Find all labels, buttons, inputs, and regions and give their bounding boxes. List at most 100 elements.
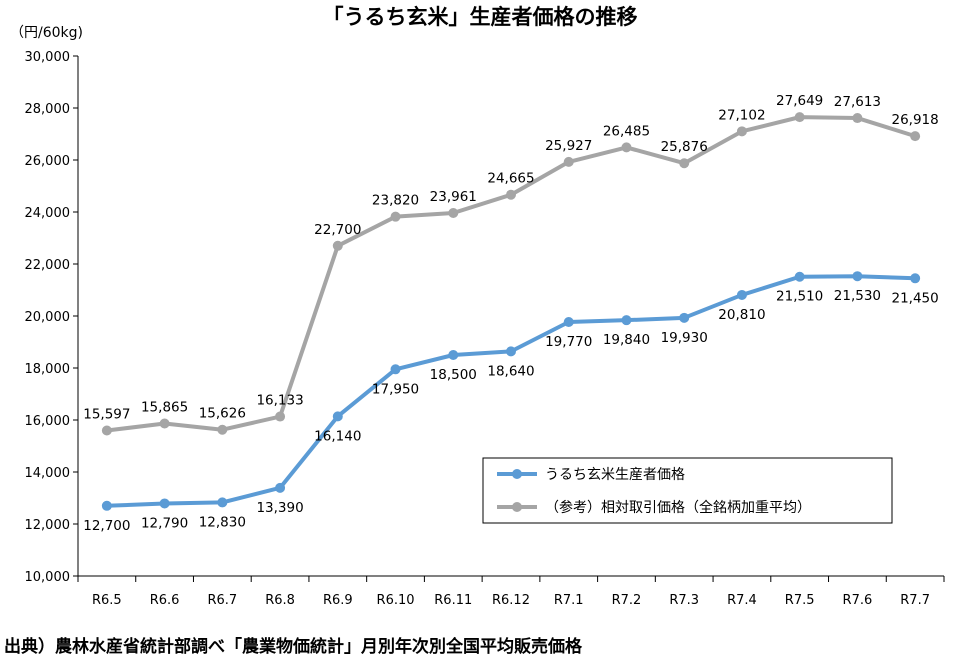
data-label: 18,640 <box>487 363 534 379</box>
data-point <box>332 411 343 422</box>
y-tick-label: 16,000 <box>25 414 71 429</box>
data-point <box>852 271 863 282</box>
x-tick-label: R7.3 <box>669 593 699 608</box>
legend-marker-relative <box>512 502 522 512</box>
data-point <box>736 126 747 137</box>
data-label: 12,790 <box>141 515 188 531</box>
data-point <box>275 411 286 422</box>
data-label: 12,830 <box>199 514 246 530</box>
data-point <box>563 316 574 327</box>
y-tick-label: 22,000 <box>25 258 71 273</box>
data-label: 23,961 <box>430 189 477 205</box>
series-1: 15,597 15,865 15,626 16,133 22,700 23,820 23,9… <box>83 93 939 436</box>
data-label: 19,840 <box>603 332 650 348</box>
data-label: 27,102 <box>718 107 765 123</box>
data-point <box>332 240 343 251</box>
data-point <box>101 425 112 436</box>
data-label: 25,927 <box>545 138 592 154</box>
x-tick-label: R7.2 <box>612 593 642 608</box>
data-label: 18,500 <box>430 367 477 383</box>
data-point <box>275 482 286 493</box>
x-tick-label: R6.11 <box>434 593 472 608</box>
x-tick-label: R7.5 <box>785 593 815 608</box>
data-point <box>794 112 805 123</box>
x-tick-label: R6.6 <box>150 593 180 608</box>
chart-title: 「うるち玄米」生産者価格の推移 <box>323 5 638 29</box>
y-tick-label: 24,000 <box>25 206 71 221</box>
data-label: 15,597 <box>83 406 130 422</box>
x-tick-label: R7.4 <box>727 593 757 608</box>
data-point <box>852 113 863 124</box>
data-label: 27,613 <box>834 94 881 110</box>
data-point <box>910 273 921 284</box>
data-point <box>159 418 170 429</box>
y-axis-unit-label: （円/60kg) <box>10 25 83 41</box>
data-label: 22,700 <box>314 222 361 238</box>
data-point <box>217 424 228 435</box>
data-point <box>159 498 170 509</box>
data-label: 23,820 <box>372 193 419 209</box>
y-tick-label: 12,000 <box>25 518 71 533</box>
data-point <box>506 189 516 200</box>
x-tick-label: R6.5 <box>92 593 122 608</box>
x-tick-label: R6.7 <box>207 593 237 608</box>
source-note: 出典）農林水産省統計部調べ「農業物価統計」月別年次別全国平均販売価格 <box>4 636 583 657</box>
legend: うるち玄米生産者価格 （参考）相対取引価格（全銘柄加重平均） <box>482 457 893 524</box>
data-point <box>679 158 690 169</box>
y-tick-label: 20,000 <box>25 310 71 325</box>
y-tick-label: 30,000 <box>25 50 71 65</box>
data-point <box>563 156 574 167</box>
data-point <box>390 211 401 222</box>
x-tick-label: R7.7 <box>900 593 930 608</box>
data-point <box>217 497 228 508</box>
x-tick-label: R7.1 <box>554 593 584 608</box>
legend-marker-producer <box>512 469 522 479</box>
data-label: 16,140 <box>314 428 361 444</box>
data-point <box>794 271 805 282</box>
legend-box <box>482 457 893 524</box>
y-tick-label: 18,000 <box>25 362 71 377</box>
data-label: 27,649 <box>776 93 823 109</box>
data-label: 26,918 <box>892 112 939 128</box>
data-label: 19,770 <box>545 334 592 350</box>
data-point <box>390 364 401 375</box>
y-tick-label: 28,000 <box>25 102 71 117</box>
data-label: 15,626 <box>199 406 246 422</box>
x-tick-label: R6.12 <box>492 593 530 608</box>
data-label: 24,665 <box>487 171 534 187</box>
y-tick-label: 14,000 <box>25 466 71 481</box>
data-point <box>101 500 112 511</box>
data-label: 21,450 <box>892 290 939 306</box>
x-tick-label: R6.8 <box>265 593 295 608</box>
data-label: 20,810 <box>718 307 765 323</box>
data-label: 13,390 <box>256 500 303 516</box>
legend-label-relative: （参考）相対取引価格（全銘柄加重平均） <box>545 499 811 516</box>
data-point <box>910 131 921 142</box>
series-layer: 12,700 12,790 12,830 13,390 16,140 17,950 18,5… <box>83 93 939 534</box>
series-line <box>106 115 916 433</box>
x-tick-label: R6.10 <box>377 593 415 608</box>
data-label: 16,133 <box>256 393 303 409</box>
legend-label-producer: うるち玄米生産者価格 <box>545 466 685 483</box>
data-point <box>448 350 459 360</box>
data-label: 19,930 <box>661 330 708 346</box>
data-label: 26,485 <box>603 123 650 139</box>
data-label: 21,530 <box>834 288 881 304</box>
data-label: 15,865 <box>141 400 188 416</box>
data-point <box>679 312 690 323</box>
y-tick-label: 26,000 <box>25 154 71 169</box>
data-label: 17,950 <box>372 381 419 397</box>
x-tick-label: R6.9 <box>323 593 353 608</box>
data-point <box>736 289 747 300</box>
data-point <box>448 208 459 219</box>
x-tick-label: R7.6 <box>843 593 873 608</box>
data-label: 12,700 <box>83 518 130 534</box>
data-point <box>621 315 632 326</box>
axes: 10,000 12,000 14,000 16,000 18,000 20,000 22,0… <box>25 50 945 608</box>
data-label: 25,876 <box>661 139 708 155</box>
series-0: 12,700 12,790 12,830 13,390 16,140 17,950 18,5… <box>83 271 939 534</box>
data-point <box>621 142 632 153</box>
data-point <box>506 346 516 357</box>
data-label: 21,510 <box>776 289 823 305</box>
